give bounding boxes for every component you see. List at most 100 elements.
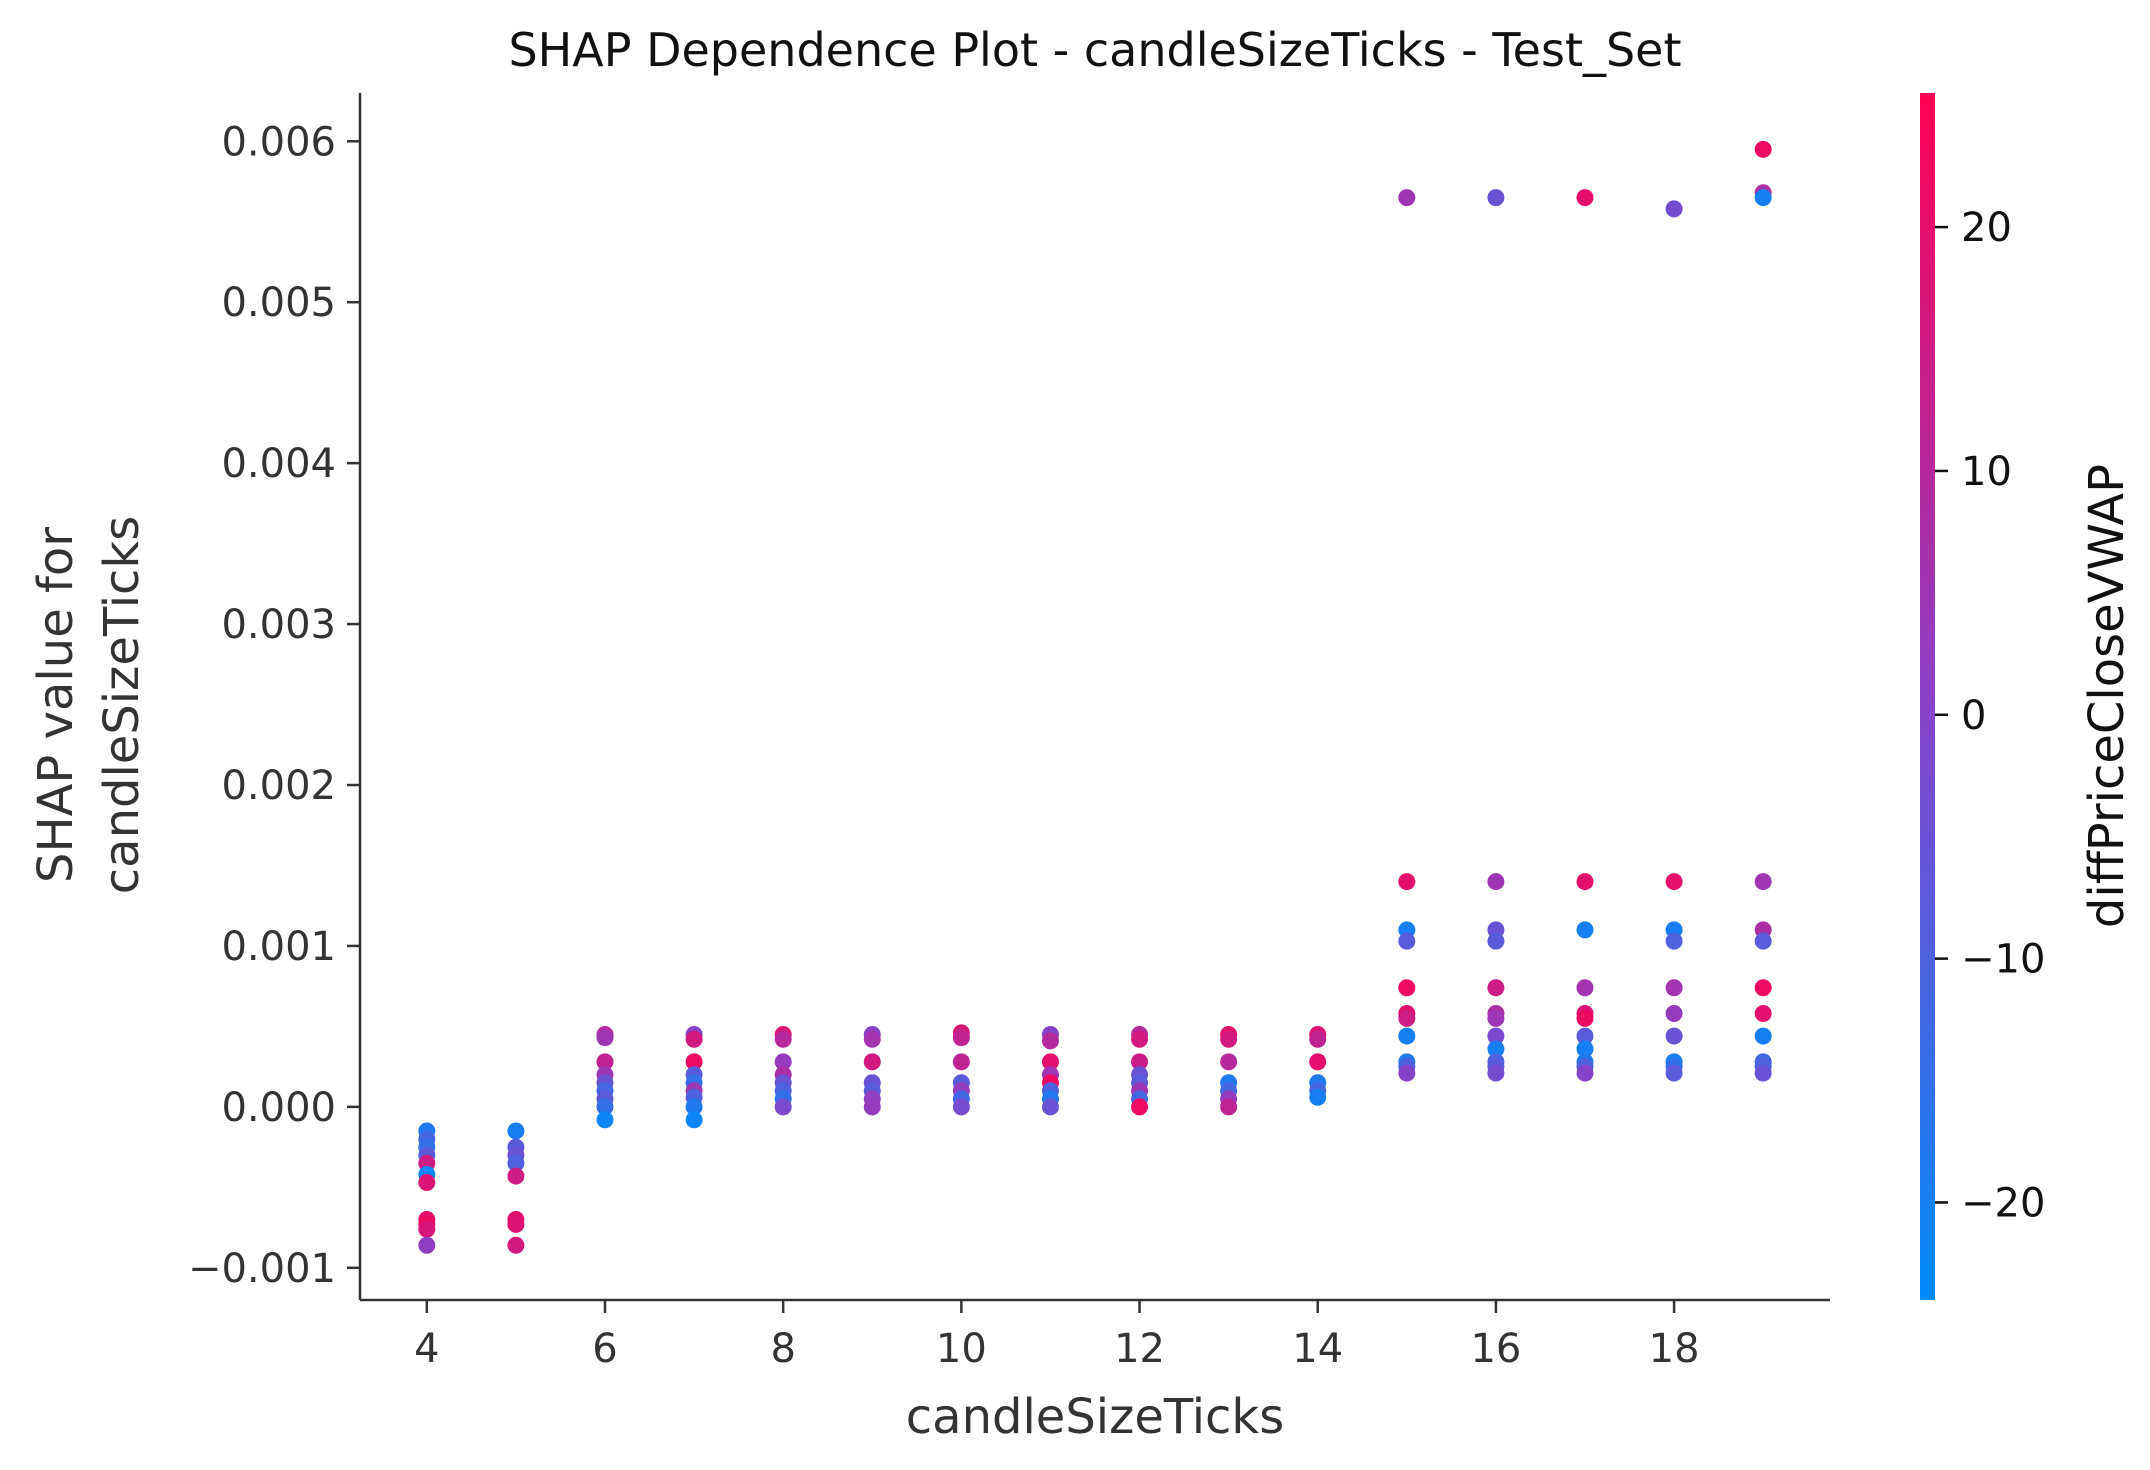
scatter-point: [1487, 189, 1505, 207]
scatter-point: [1041, 1032, 1059, 1050]
scatter-point: [1220, 1030, 1238, 1048]
scatter-point: [507, 1154, 525, 1172]
scatter-point: [1665, 1064, 1683, 1082]
x-axis-ticks: 4 6 8 10 12 14 16 18: [414, 1300, 1700, 1372]
scatter-point: [1754, 189, 1772, 207]
x-tick-label: 16: [1470, 1326, 1521, 1372]
y-axis-ticks: −0.001 0.000 0.001 0.002 0.003 0.004 0.005 0.00…: [188, 119, 360, 1292]
scatter-point: [1487, 932, 1505, 950]
scatter-point: [1041, 1098, 1059, 1116]
scatter-point: [1309, 1030, 1327, 1048]
scatter-point: [1754, 979, 1772, 997]
y-tick-label: 0.003: [221, 602, 336, 648]
scatter-point: [774, 1098, 792, 1116]
colorbar-ticks: −20 −10 0 10 20: [1935, 205, 2045, 1226]
scatter-point: [1487, 979, 1505, 997]
scatter-point: [1576, 1064, 1594, 1082]
scatter-point: [507, 1167, 525, 1185]
y-axis-label: SHAP value for candleSizeTicks: [28, 516, 150, 894]
scatter-point: [685, 1111, 703, 1129]
x-tick-label: 8: [770, 1326, 795, 1372]
scatter-point: [1665, 979, 1683, 997]
scatter-point: [1754, 1064, 1772, 1082]
scatter-point: [1576, 189, 1594, 207]
scatter-point: [1754, 1027, 1772, 1045]
x-tick-label: 14: [1292, 1326, 1343, 1372]
scatter-point: [1398, 979, 1416, 997]
scatter-point: [863, 1030, 881, 1048]
scatter-point: [1665, 1027, 1683, 1045]
x-axis-label: candleSizeTicks: [906, 1389, 1284, 1445]
scatter-point: [1487, 873, 1505, 891]
scatter-point: [1309, 1053, 1327, 1071]
colorbar-tick-label: 20: [1961, 205, 2012, 251]
scatter-point: [1576, 1040, 1594, 1058]
scatter-point: [1576, 921, 1594, 939]
scatter-point: [1309, 1088, 1327, 1106]
y-axis-label-line-2: candleSizeTicks: [94, 516, 150, 894]
x-tick-label: 6: [592, 1326, 617, 1372]
scatter-point: [1220, 1098, 1238, 1116]
scatter-point: [1487, 1040, 1505, 1058]
scatter-point: [685, 1098, 703, 1116]
scatter-point: [1398, 1009, 1416, 1027]
scatter-point: [1398, 873, 1416, 891]
scatter-point: [1754, 932, 1772, 950]
scatter-point: [596, 1111, 614, 1129]
scatter-point: [1131, 1053, 1149, 1071]
colorbar-tick-label: −20: [1961, 1180, 2045, 1226]
colorbar-label: diffPriceCloseVWAP: [2079, 464, 2135, 928]
y-axis-label-line-1: SHAP value for: [28, 527, 84, 883]
chart-title: SHAP Dependence Plot - candleSizeTicks -…: [508, 23, 1681, 77]
colorbar: [1920, 93, 1935, 1300]
scatter-point: [596, 1098, 614, 1116]
scatter-point: [1665, 932, 1683, 950]
scatter-point: [1220, 1053, 1238, 1071]
scatter-point: [507, 1122, 525, 1140]
scatter-point: [1754, 140, 1772, 158]
scatter-point: [1131, 1030, 1149, 1048]
colorbar-tick-label: −10: [1961, 937, 2045, 983]
scatter-point: [1487, 1009, 1505, 1027]
scatter-point: [418, 1174, 436, 1192]
x-tick-label: 12: [1114, 1326, 1165, 1372]
scatter-point: [596, 1029, 614, 1047]
scatter-point: [1398, 932, 1416, 950]
scatter-point: [1665, 1005, 1683, 1023]
y-tick-label: −0.001: [188, 1246, 336, 1292]
scatter-point: [774, 1053, 792, 1071]
scatter-point: [1487, 1027, 1505, 1045]
scatter-point: [685, 1053, 703, 1071]
scatter-point: [952, 1029, 970, 1047]
scatter-point: [507, 1215, 525, 1233]
y-tick-label: 0.006: [221, 119, 336, 165]
scatter-point: [774, 1030, 792, 1048]
colorbar-tick-label: 0: [1961, 693, 1986, 739]
y-tick-label: 0.004: [221, 441, 336, 487]
scatter-point: [418, 1220, 436, 1238]
scatter-point: [952, 1098, 970, 1116]
y-tick-label: 0.005: [221, 280, 336, 326]
y-tick-label: 0.001: [221, 924, 336, 970]
scatter-point: [863, 1098, 881, 1116]
y-tick-label: 0.002: [221, 763, 336, 809]
scatter-points: [418, 140, 1772, 1254]
scatter-point: [1576, 979, 1594, 997]
scatter-point: [1576, 1009, 1594, 1027]
y-tick-label: 0.000: [221, 1085, 336, 1131]
scatter-point: [863, 1053, 881, 1071]
scatter-point: [596, 1053, 614, 1071]
x-tick-label: 4: [414, 1326, 439, 1372]
scatter-point: [507, 1236, 525, 1254]
scatter-point: [1398, 1027, 1416, 1045]
scatter-point: [685, 1030, 703, 1048]
scatter-point: [1131, 1098, 1149, 1116]
scatter-point: [1398, 1064, 1416, 1082]
scatter-point: [1576, 1027, 1594, 1045]
scatter-point: [1754, 873, 1772, 891]
scatter-point: [1041, 1053, 1059, 1071]
scatter-point: [1576, 873, 1594, 891]
scatter-point: [1398, 189, 1416, 207]
scatter-point: [1487, 1064, 1505, 1082]
